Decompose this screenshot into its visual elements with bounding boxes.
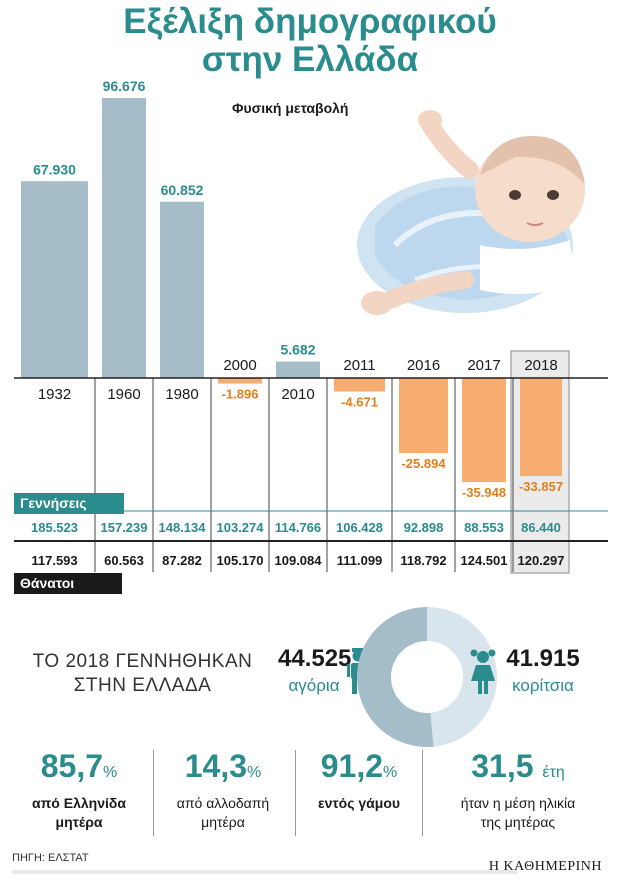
bar-value-label: -1.896 <box>222 386 259 401</box>
donut-slice-boys <box>356 607 434 747</box>
bar-value-label: -25.894 <box>401 456 446 471</box>
deaths-value: 87.282 <box>162 553 202 568</box>
deaths-value: 118.792 <box>400 553 446 568</box>
deaths-value: 120.297 <box>518 553 565 568</box>
births-value: 106.428 <box>336 520 383 535</box>
bar-value-label: 96.676 <box>103 78 146 94</box>
title-line-2: στην Ελλάδα <box>201 40 419 79</box>
births-value: 185.523 <box>31 520 78 535</box>
bar-natural-change <box>102 98 146 378</box>
births-value: 114.766 <box>275 520 321 535</box>
baby-illustration <box>357 110 585 315</box>
stat-value: 31,5 <box>471 748 534 784</box>
bar-natural-change <box>462 378 506 483</box>
births-row-label: Γεννήσεις <box>14 493 124 514</box>
stat-unit: έτη <box>542 764 565 781</box>
stat-divider <box>422 750 423 836</box>
stat-unit: % <box>383 764 398 781</box>
year-label: 1960 <box>107 386 140 403</box>
births-value: 88.553 <box>464 520 504 535</box>
bar-value-label: -33.857 <box>519 479 563 494</box>
stat-value: 91,2 <box>320 748 384 784</box>
bar-natural-change <box>334 378 385 392</box>
boys-label: αγόρια <box>288 676 340 695</box>
year-label: 1980 <box>165 386 198 403</box>
year-label: 2010 <box>281 386 314 403</box>
stat-desc-1: από αλλοδαπή <box>176 795 270 811</box>
stat-desc-1: από Ελληνίδα <box>31 795 126 811</box>
donut-slice-girls <box>427 607 497 747</box>
bar-natural-change <box>399 378 448 453</box>
births-value: 92.898 <box>404 520 444 535</box>
deaths-value: 105.170 <box>217 553 264 568</box>
stat-desc-2: της μητέρας <box>480 814 556 830</box>
boys-count: 44.525 <box>278 645 352 672</box>
bar-value-label: 60.852 <box>161 182 204 198</box>
bar-value-label: -35.948 <box>462 485 506 500</box>
bar-natural-change <box>276 361 320 378</box>
deaths-value: 111.099 <box>337 553 383 568</box>
girl-icon <box>470 649 496 694</box>
stat-divider <box>295 750 296 836</box>
stat-unit: % <box>247 764 262 781</box>
stat-value: 14,3 <box>184 748 248 784</box>
births-value: 103.274 <box>217 520 265 535</box>
footer-rule <box>12 870 517 874</box>
deaths-value: 109.084 <box>275 553 323 568</box>
stat-desc-2: μητέρα <box>55 814 103 830</box>
deaths-value: 60.563 <box>104 553 144 568</box>
stat-mother-age: 31,5 έτη ήταν η μέση ηλικία της μητέρας <box>428 745 608 832</box>
title-line-1: Εξέλιξη δημογραφικού <box>123 2 497 41</box>
year-label: 2018 <box>524 357 557 374</box>
girls-count: 41.915 <box>506 645 580 672</box>
deaths-value: 124.501 <box>461 553 508 568</box>
births-2018-headline: ΤΟ 2018 ΓΕΝΝΗΘΗΚΑΝ ΣΤΗΝ ΕΛΛΑΔΑ <box>32 651 253 696</box>
bar-natural-change <box>160 201 204 378</box>
bar-natural-change <box>520 378 562 477</box>
gender-donut <box>355 605 499 749</box>
girls-label: κορίτσια <box>512 676 574 695</box>
births-value: 148.134 <box>159 520 207 535</box>
stat-divider <box>153 750 154 836</box>
bar-value-label: -4.671 <box>341 395 378 410</box>
year-label: 2017 <box>467 357 500 374</box>
chart-subtitle: Φυσική μεταβολή <box>232 100 349 116</box>
stat-in-marriage: 91,2% εντός γάμου <box>300 745 418 813</box>
stat-unit: % <box>103 764 118 781</box>
births-value: 86.440 <box>521 520 561 535</box>
deaths-row-label: Θάνατοι <box>14 573 122 594</box>
stat-desc-2: μητέρα <box>201 814 245 830</box>
bar-value-label: 67.930 <box>33 161 76 177</box>
natural-change-chart: 67.930 1932 185.523 117.593 96.676 1960 157.23… <box>14 78 608 574</box>
stat-value: 85,7 <box>40 748 104 784</box>
year-label: 2000 <box>223 357 256 374</box>
stat-desc-1: εντός γάμου <box>317 795 401 811</box>
source-note: ΠΗΓΗ: ΕΛΣΤΑΤ <box>12 852 89 864</box>
stat-foreign-mother: 14,3% από αλλοδαπή μητέρα <box>158 745 288 832</box>
publisher-brand: Η ΚΑΘΗΜΕΡΙΝΗ <box>488 859 602 874</box>
deaths-value: 117.593 <box>31 553 77 568</box>
stat-greek-mother: 85,7% από Ελληνίδα μητέρα <box>14 745 144 832</box>
year-label: 1932 <box>38 386 71 403</box>
births-value: 157.239 <box>101 520 148 535</box>
bar-natural-change <box>21 181 88 378</box>
bar-value-label: 5.682 <box>280 342 315 358</box>
year-label: 2016 <box>407 357 440 374</box>
stat-desc-1: ήταν η μέση ηλικία <box>460 795 576 811</box>
bar-natural-change <box>218 378 262 384</box>
year-label: 2011 <box>343 357 375 374</box>
